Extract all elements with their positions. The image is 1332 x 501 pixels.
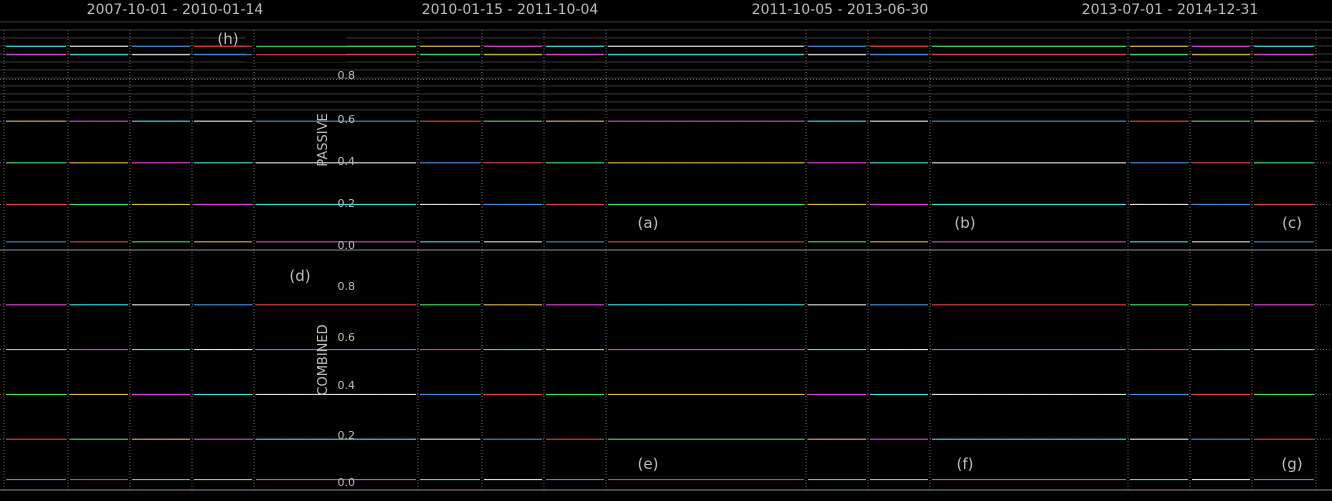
panel-label-d: (d) [289, 267, 310, 285]
ytick-top-0.2: 0.2 [338, 197, 356, 210]
column-title-1: 2007-10-01 - 2010-01-14 [87, 2, 264, 18]
ytick-top-0.4: 0.4 [338, 155, 356, 168]
panel-label-g: (g) [1281, 455, 1302, 473]
grid-layer [0, 21, 1332, 491]
panel-label-a: (a) [638, 214, 659, 232]
column-title-3: 2011-10-05 - 2013-06-30 [752, 2, 929, 18]
ytick-top-0.8: 0.8 [338, 69, 356, 82]
panel-label-b: (b) [954, 214, 975, 232]
header-black-block [246, 32, 346, 62]
panel-label-f: (f) [957, 455, 974, 473]
ytick-top-0.0: 0.0 [338, 239, 356, 252]
ytick-top-0.6: 0.6 [338, 113, 356, 126]
panel-label-e: (e) [638, 455, 659, 473]
text-layer: 2007-10-01 - 2010-01-14 2010-01-15 - 201… [87, 2, 1303, 489]
row-ylabel-passive: PASSIVE [316, 113, 331, 166]
ytick-bottom-0.4: 0.4 [338, 379, 356, 392]
ytick-bottom-0.2: 0.2 [338, 429, 356, 442]
column-title-2: 2010-01-15 - 2011-10-04 [422, 2, 599, 18]
ytick-bottom-0.6: 0.6 [338, 331, 356, 344]
ytick-bottom-0.0: 0.0 [338, 476, 356, 489]
series-layer [6, 45, 1314, 481]
column-title-4: 2013-07-01 - 2014-12-31 [1082, 2, 1259, 18]
ytick-bottom-0.8: 0.8 [338, 280, 356, 293]
row-ylabel-combined: COMBINED [316, 324, 331, 395]
panel-label-h: (h) [217, 30, 238, 48]
panel-label-c: (c) [1282, 214, 1302, 232]
